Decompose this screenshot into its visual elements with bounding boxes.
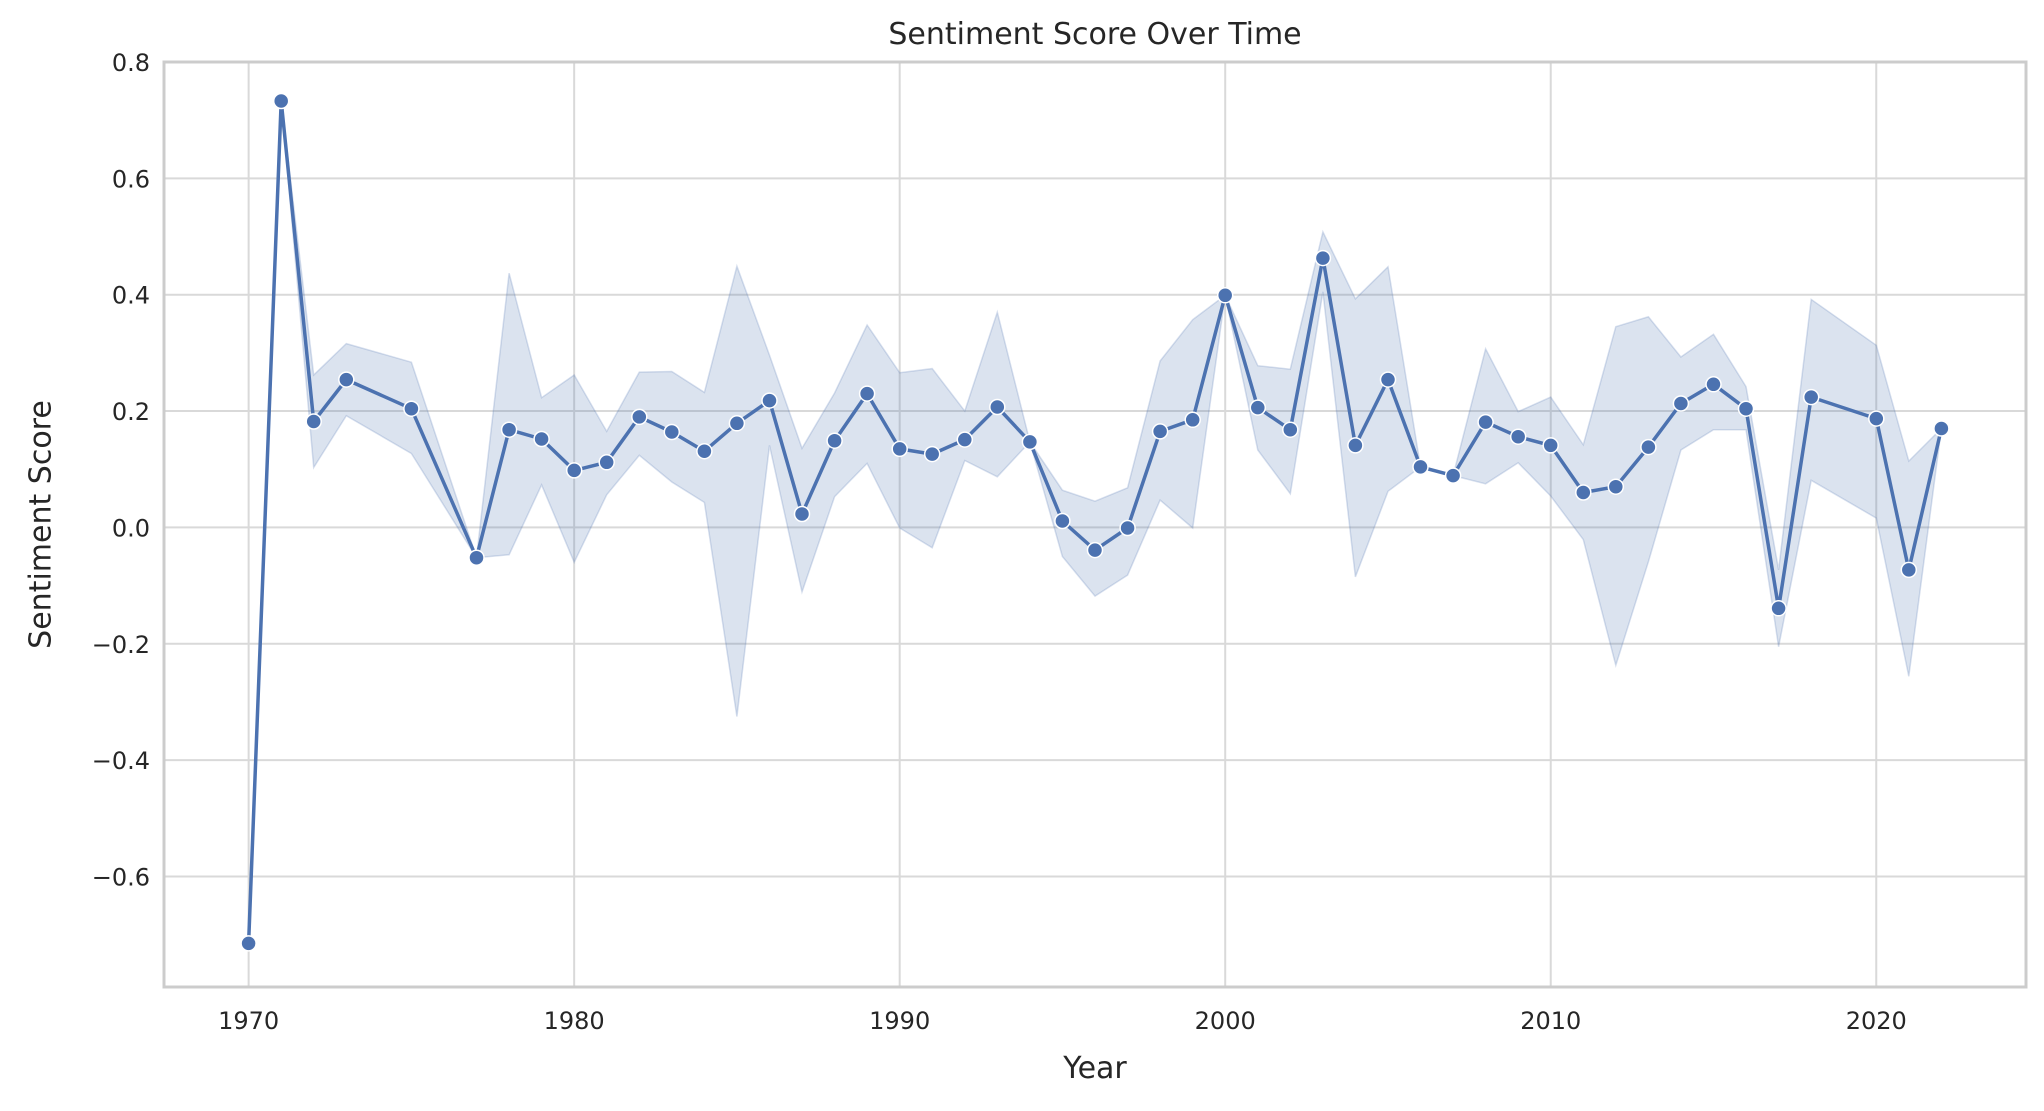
data-point xyxy=(1737,400,1755,417)
y-tick-label: 0.8 xyxy=(112,49,150,77)
data-point xyxy=(1575,484,1592,501)
data-point xyxy=(468,549,485,566)
data-point xyxy=(1216,287,1234,304)
x-tick-label: 2020 xyxy=(1846,1007,1907,1035)
data-point xyxy=(1347,437,1364,454)
data-point xyxy=(1021,433,1039,451)
confidence-band xyxy=(247,100,1943,944)
data-point xyxy=(793,505,811,523)
data-point xyxy=(826,432,843,449)
y-axis-label: Sentiment Score xyxy=(24,400,59,649)
data-point xyxy=(1868,410,1885,427)
y-tick-label: 0.4 xyxy=(112,282,150,310)
data-point xyxy=(989,398,1006,416)
data-point xyxy=(1672,395,1690,412)
data-point xyxy=(1802,388,1820,406)
data-point xyxy=(956,431,974,448)
data-point xyxy=(1900,561,1918,579)
data-point xyxy=(1705,376,1722,393)
data-point xyxy=(1933,420,1950,437)
data-point xyxy=(1412,458,1429,476)
data-point xyxy=(565,462,583,479)
x-tick-label: 1970 xyxy=(218,1007,279,1035)
plot-frame xyxy=(162,60,2028,989)
y-axis-ticks: −0.6 −0.4 −0.2 0.0 0.2 0.4 0.6 0.8 xyxy=(92,49,150,891)
data-point xyxy=(1151,423,1169,440)
data-point xyxy=(1249,399,1267,416)
x-axis-ticks: 1970 1980 1990 2000 2010 2020 xyxy=(218,1007,1907,1035)
data-point xyxy=(1282,421,1299,438)
data-point xyxy=(1444,467,1462,484)
data-point xyxy=(338,371,355,388)
x-tick-label: 1990 xyxy=(869,1007,930,1035)
data-points xyxy=(240,92,1950,952)
data-point xyxy=(1640,438,1657,456)
data-point xyxy=(240,935,257,952)
data-point xyxy=(1086,541,1104,559)
data-point xyxy=(1184,411,1201,429)
data-point xyxy=(533,430,550,448)
y-tick-label: −0.4 xyxy=(92,747,150,775)
data-point xyxy=(858,385,876,402)
x-axis-label: Year xyxy=(1062,1051,1127,1086)
data-point xyxy=(1509,428,1527,445)
data-point xyxy=(1119,519,1136,537)
data-point xyxy=(663,423,681,441)
confidence-band-layer xyxy=(247,100,1943,944)
data-point xyxy=(1379,371,1397,388)
y-tick-label: −0.2 xyxy=(92,631,150,659)
data-point xyxy=(500,421,518,438)
data-point xyxy=(891,440,908,458)
y-tick-label: 0.6 xyxy=(112,165,150,193)
chart-title: Sentiment Score Over Time xyxy=(888,17,1301,52)
data-point xyxy=(272,92,290,110)
x-tick-label: 1980 xyxy=(544,1007,605,1035)
data-point xyxy=(1770,600,1787,617)
data-point xyxy=(1542,437,1559,454)
x-tick-label: 2010 xyxy=(1520,1007,1581,1035)
data-point xyxy=(403,400,420,417)
data-point xyxy=(1314,249,1332,267)
data-point xyxy=(1054,512,1071,530)
data-point xyxy=(761,392,778,409)
y-tick-label: −0.6 xyxy=(92,863,150,891)
data-point xyxy=(696,442,713,460)
data-point xyxy=(923,445,941,463)
data-point xyxy=(305,413,322,430)
data-point xyxy=(631,408,648,426)
data-point xyxy=(598,454,615,471)
y-tick-label: 0.2 xyxy=(112,398,150,426)
data-point xyxy=(1607,478,1625,495)
x-tick-label: 2000 xyxy=(1195,1007,1256,1035)
data-point xyxy=(1477,413,1494,431)
data-point xyxy=(728,415,746,432)
y-tick-label: 0.0 xyxy=(112,514,150,542)
